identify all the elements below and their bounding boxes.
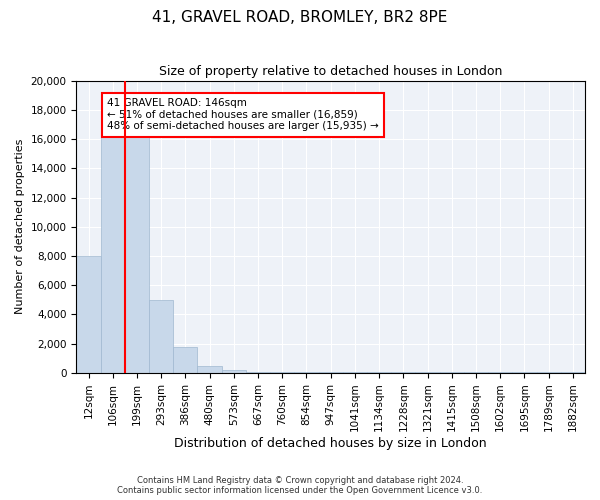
Bar [270, 372, 295, 373]
Bar [101, 132, 125, 373]
Bar [173, 346, 197, 373]
Bar [488, 372, 512, 373]
Title: Size of property relative to detached houses in London: Size of property relative to detached ho… [159, 65, 502, 78]
Bar [464, 372, 488, 373]
Bar [415, 372, 440, 373]
Text: 41 GRAVEL ROAD: 146sqm
← 51% of detached houses are smaller (16,859)
48% of semi: 41 GRAVEL ROAD: 146sqm ← 51% of detached… [107, 98, 379, 132]
Bar [125, 132, 149, 373]
Bar [197, 366, 222, 373]
Bar [149, 300, 173, 373]
Y-axis label: Number of detached properties: Number of detached properties [15, 139, 25, 314]
Bar [367, 372, 391, 373]
Bar [295, 372, 319, 373]
Text: 41, GRAVEL ROAD, BROMLEY, BR2 8PE: 41, GRAVEL ROAD, BROMLEY, BR2 8PE [152, 10, 448, 25]
Bar [561, 372, 585, 373]
Bar [246, 372, 270, 373]
Bar [512, 372, 536, 373]
Bar [222, 370, 246, 373]
Bar [391, 372, 415, 373]
Bar [536, 372, 561, 373]
X-axis label: Distribution of detached houses by size in London: Distribution of detached houses by size … [175, 437, 487, 450]
Bar [76, 256, 101, 373]
Text: Contains HM Land Registry data © Crown copyright and database right 2024.
Contai: Contains HM Land Registry data © Crown c… [118, 476, 482, 495]
Bar [343, 372, 367, 373]
Bar [440, 372, 464, 373]
Bar [319, 372, 343, 373]
